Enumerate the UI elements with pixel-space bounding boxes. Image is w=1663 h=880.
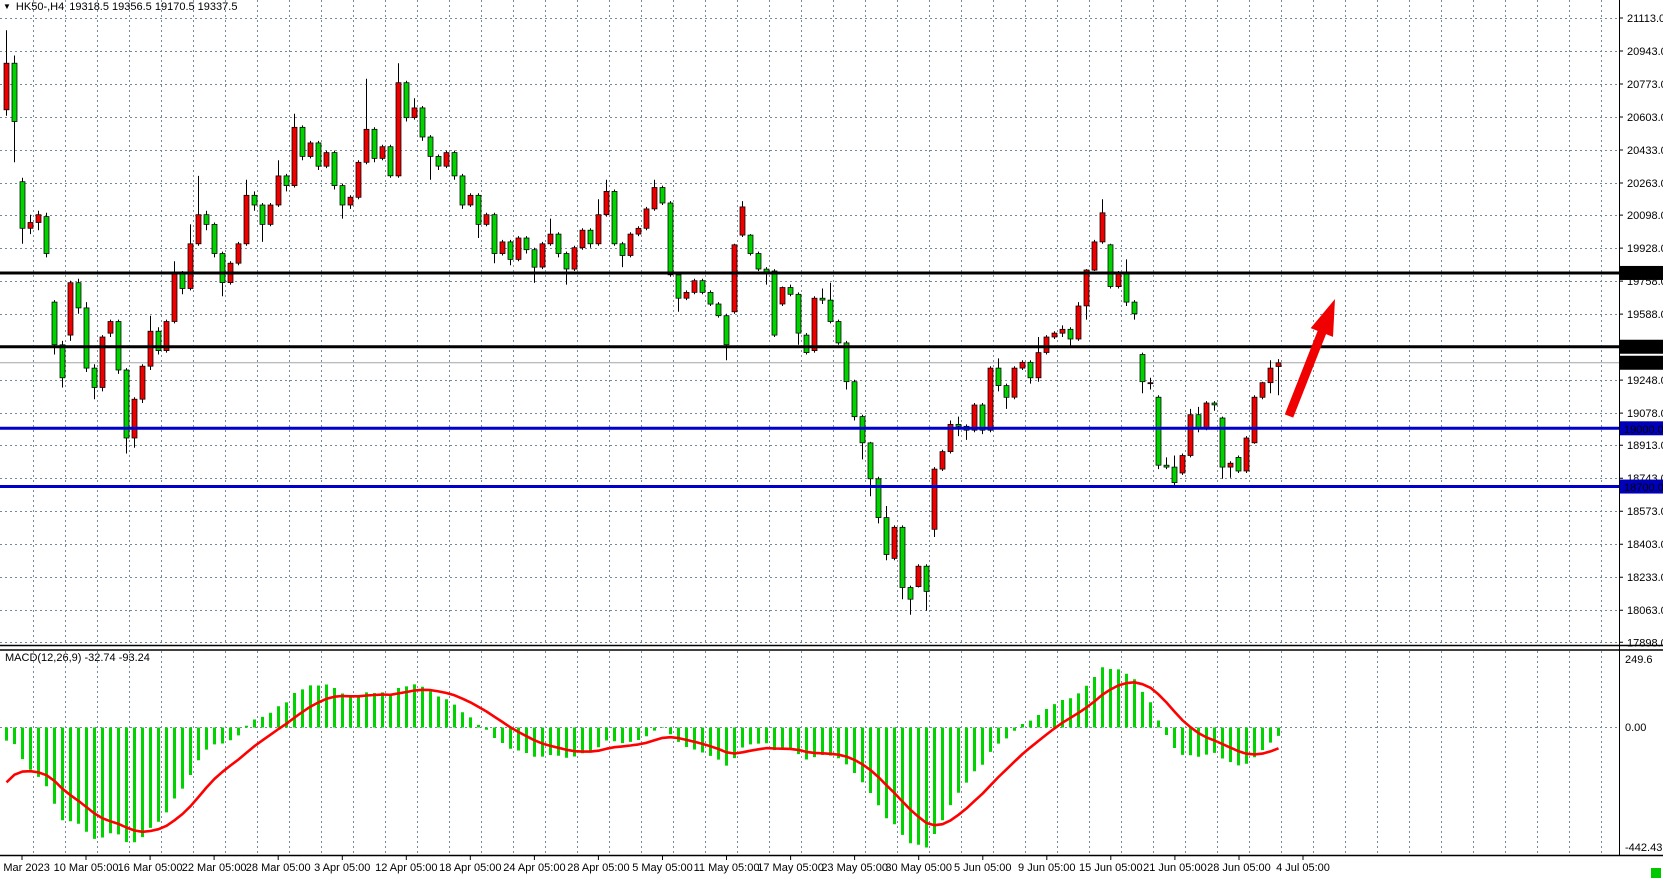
svg-text:19800.0: 19800.0	[1624, 268, 1663, 280]
svg-text:21113.0: 21113.0	[1627, 13, 1663, 25]
macd-label: MACD(12,26,9) -32.74 -93.24	[5, 652, 150, 664]
macd-histogram	[5, 667, 1280, 848]
connection-status-icon	[1651, 868, 1661, 878]
trend-arrow-annotation[interactable]	[1284, 299, 1335, 418]
svg-text:5 Jun 05:00: 5 Jun 05:00	[954, 862, 1012, 874]
gridlines	[0, 0, 1619, 854]
candles-layer[interactable]	[3, 30, 1282, 615]
symbol-dropdown-icon[interactable]: ▼	[3, 2, 11, 11]
svg-text:5 May 05:00: 5 May 05:00	[632, 862, 693, 874]
svg-text:28 Mar 05:00: 28 Mar 05:00	[246, 862, 311, 874]
svg-text:249.6: 249.6	[1625, 654, 1653, 666]
svg-text:18403.0: 18403.0	[1627, 539, 1663, 551]
price-badge-19800.0: 19800.0	[1620, 265, 1663, 280]
svg-text:19078.0: 19078.0	[1627, 408, 1663, 420]
svg-text:20098.0: 20098.0	[1627, 210, 1663, 222]
svg-text:4 Jul 05:00: 4 Jul 05:00	[1276, 862, 1330, 874]
macd-signal-line	[5, 680, 1279, 834]
svg-text:20603.0: 20603.0	[1627, 112, 1663, 124]
svg-text:17 May 05:00: 17 May 05:00	[757, 862, 824, 874]
svg-text:0.00: 0.00	[1625, 722, 1646, 734]
svg-text:18233.0: 18233.0	[1627, 572, 1663, 584]
svg-text:18913.0: 18913.0	[1627, 440, 1663, 452]
svg-text:16 Mar 05:00: 16 Mar 05:00	[118, 862, 183, 874]
svg-text:18063.0: 18063.0	[1627, 605, 1663, 617]
svg-text:12 Apr 05:00: 12 Apr 05:00	[375, 862, 437, 874]
symbol-period-label: HK50-,H4	[15, 1, 65, 13]
svg-text:19000.0: 19000.0	[1624, 424, 1663, 436]
svg-text:19928.0: 19928.0	[1627, 243, 1663, 255]
macd-pane	[5, 667, 1280, 848]
svg-text:17898.0: 17898.0	[1627, 637, 1663, 649]
svg-text:18 Apr 05:00: 18 Apr 05:00	[439, 862, 501, 874]
price-badge-19337.5: 19337.5	[1620, 355, 1663, 370]
svg-text:11 May 05:00: 11 May 05:00	[694, 862, 760, 874]
svg-text:22 Mar 05:00: 22 Mar 05:00	[182, 862, 247, 874]
svg-text:20433.0: 20433.0	[1627, 145, 1663, 157]
svg-text:23 May 05:00: 23 May 05:00	[821, 862, 888, 874]
svg-text:28 Apr 05:00: 28 Apr 05:00	[567, 862, 629, 874]
svg-text:20943.0: 20943.0	[1627, 46, 1663, 58]
price-axis: 21113.0 20943.0 20773.0 20603.0 20433.0 20263…	[1619, 13, 1663, 649]
svg-text:28 Jun 05:00: 28 Jun 05:00	[1207, 862, 1271, 874]
svg-text:3 Apr 05:00: 3 Apr 05:00	[314, 862, 370, 874]
svg-text:15 Jun 05:00: 15 Jun 05:00	[1079, 862, 1143, 874]
chart-title: ▼ HK50-,H4 19318.5 19356.5 19170.5 19337…	[3, 1, 237, 13]
ohlc-values: 19318.5 19356.5 19170.5 19337.5	[69, 1, 238, 13]
svg-text:20263.0: 20263.0	[1627, 178, 1663, 190]
svg-text:19588.0: 19588.0	[1627, 309, 1663, 321]
svg-text:21 Jun 05:00: 21 Jun 05:00	[1143, 862, 1207, 874]
svg-text:-442.43: -442.43	[1625, 842, 1662, 854]
svg-text:10 Mar 05:00: 10 Mar 05:00	[54, 862, 119, 874]
indicator-axis: 249.6 0.00 -442.43	[1625, 654, 1662, 854]
price-badge-19000.0: 19000.0	[1620, 421, 1663, 436]
price-badge-19420.0: 19420.0	[1620, 339, 1663, 354]
svg-text:6 Mar 2023: 6 Mar 2023	[0, 862, 50, 874]
svg-text:30 May 05:00: 30 May 05:00	[885, 862, 952, 874]
svg-text:19337.5: 19337.5	[1624, 358, 1663, 370]
svg-text:24 Apr 05:00: 24 Apr 05:00	[503, 862, 565, 874]
svg-text:18700.0: 18700.0	[1624, 482, 1663, 494]
svg-text:18573.0: 18573.0	[1627, 506, 1663, 518]
svg-text:20773.0: 20773.0	[1627, 79, 1663, 91]
svg-text:19248.0: 19248.0	[1627, 375, 1663, 387]
svg-text:9 Jun 05:00: 9 Jun 05:00	[1018, 862, 1076, 874]
pane-separators	[0, 644, 1663, 857]
svg-text:19420.0: 19420.0	[1624, 342, 1663, 354]
price-badge-18700.0: 18700.0	[1620, 479, 1663, 494]
